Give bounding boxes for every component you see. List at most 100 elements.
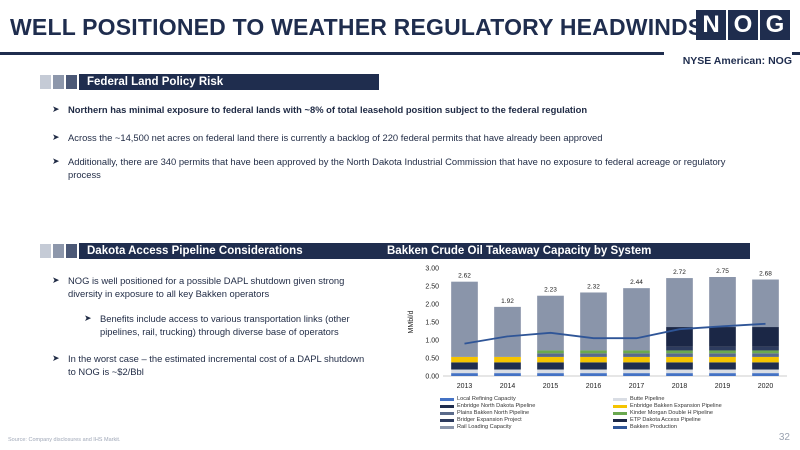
bullet-text: Northern has minimal exposure to federal… (68, 104, 588, 115)
arrow-bullet-icon: ➤ (52, 104, 60, 114)
legend-label: Bakken Production (630, 424, 677, 430)
section-bar-dapl: Dakota Access Pipeline Considerations Ba… (40, 243, 750, 259)
legend-label: Butte Pipeline (630, 396, 665, 402)
bar-total-label: 2.68 (759, 271, 772, 278)
bullet-text: Additionally, there are 340 permits that… (68, 156, 726, 180)
bullet-text: Benefits include access to various trans… (100, 313, 350, 337)
bar-segment (623, 369, 650, 374)
arrow-bullet-icon: ➤ (52, 353, 60, 363)
section-bar-federal: Federal Land Policy Risk (40, 74, 750, 90)
bar-segment (666, 373, 693, 376)
x-tick-label: 2016 (586, 383, 602, 390)
bullet-dapl-2: ➤ Benefits include access to various tra… (84, 312, 374, 338)
legend-item: Plains Bakken North Pipeline (440, 410, 607, 417)
bar-square-dark (66, 244, 77, 258)
y-tick-label: 1.00 (425, 338, 439, 345)
bar-segment (580, 369, 607, 374)
bar-total-label: 2.32 (587, 283, 600, 290)
bar-segment (666, 346, 693, 351)
legend-label: ETP Dakota Access Pipeline (630, 417, 701, 423)
bullet-federal-3: ➤ Additionally, there are 340 permits th… (52, 155, 742, 181)
bar-segment (623, 373, 650, 376)
bar-square-light (40, 75, 51, 89)
legend-label: Enbridge North Dakota Pipeline (457, 403, 536, 409)
bar-segment (537, 295, 564, 351)
x-tick-label: 2017 (629, 383, 645, 390)
bar-square-mid (53, 244, 64, 258)
bar-total-label: 2.62 (458, 273, 471, 280)
section-title-chart: Bakken Crude Oil Takeaway Capacity by Sy… (379, 243, 750, 259)
page-number: 32 (778, 432, 790, 443)
bar-segment (537, 369, 564, 374)
arrow-bullet-icon: ➤ (84, 313, 92, 323)
x-tick-label: 2018 (672, 383, 688, 390)
legend-swatch (613, 398, 627, 401)
bar-segment (752, 362, 779, 370)
bar-segment (709, 353, 736, 357)
bar-spacer (379, 74, 750, 90)
bar-segment (709, 356, 736, 363)
bar-segment (666, 362, 693, 370)
bar-segment (666, 353, 693, 357)
bar-total-label: 2.75 (716, 268, 729, 275)
legend-label: Plains Bakken North Pipeline (457, 410, 530, 416)
legend-item: Butte Pipeline (613, 396, 780, 403)
legend-label: Enbridge Bakken Expansion Pipeline (630, 403, 722, 409)
legend-item: Enbridge Bakken Expansion Pipeline (613, 403, 780, 410)
bar-segment (709, 373, 736, 376)
bar-segment (752, 369, 779, 374)
bar-segment (580, 373, 607, 376)
bar-total-label: 1.92 (501, 298, 514, 305)
bar-segment (709, 346, 736, 351)
header-rule (0, 52, 690, 55)
bar-segment (451, 373, 478, 376)
takeaway-capacity-chart: 0.00 0.50 1.00 1.50 2.00 2.50 3.00 MMbl/d 2.62 20… (408, 266, 787, 390)
bar-segment (666, 327, 693, 347)
bar-square-light (40, 244, 51, 258)
bar-segment (580, 362, 607, 370)
legend-swatch (613, 426, 627, 429)
bar-segment (752, 356, 779, 363)
legend-item: Bridger Expansion Project (440, 417, 607, 424)
bar-segment (451, 356, 478, 363)
bar-segment (709, 369, 736, 374)
nog-logo: N O G (696, 10, 790, 40)
x-tick-label: 2019 (715, 383, 731, 390)
y-axis-label: MMbl/d (408, 310, 415, 333)
arrow-bullet-icon: ➤ (52, 132, 60, 142)
bar-segment (494, 373, 521, 376)
source-note: Source: Company disclosures and IHS Mark… (8, 437, 121, 443)
bar-segment (709, 277, 736, 328)
logo-letter-n: N (696, 10, 726, 40)
legend-label: Bridger Expansion Project (457, 417, 522, 423)
bar-total-label: 2.44 (630, 279, 643, 286)
legend-swatch (440, 398, 454, 401)
bar-segment (623, 288, 650, 351)
bullet-text: In the worst case – the estimated increm… (68, 353, 365, 377)
x-tick-label: 2014 (500, 383, 516, 390)
bar-segment (580, 353, 607, 357)
bar-total-label: 2.72 (673, 269, 686, 276)
legend-item: Kinder Morgan Double H Pipeline (613, 410, 780, 417)
y-tick-label: 1.50 (425, 320, 439, 327)
bar-segment (537, 356, 564, 363)
legend-item: Rail Loading Capacity (440, 424, 607, 431)
bar-square-mid (53, 75, 64, 89)
section-title-dapl: Dakota Access Pipeline Considerations (79, 243, 379, 259)
bar-segment (752, 327, 779, 347)
bullet-text: NOG is well positioned for a possible DA… (68, 275, 345, 299)
bar-total-label: 2.23 (544, 287, 557, 294)
section-title-federal: Federal Land Policy Risk (79, 74, 379, 90)
x-tick-label: 2015 (543, 383, 559, 390)
bar-segment (537, 353, 564, 357)
bar-segment (752, 279, 779, 328)
bar-segment (709, 327, 736, 347)
bar-segment (709, 350, 736, 354)
legend-swatch (613, 419, 627, 422)
bar-segment (580, 292, 607, 351)
bar-segment (752, 346, 779, 351)
legend-swatch (613, 405, 627, 408)
bar-segment (451, 369, 478, 374)
bar-segment (623, 353, 650, 357)
bar-segment (752, 353, 779, 357)
